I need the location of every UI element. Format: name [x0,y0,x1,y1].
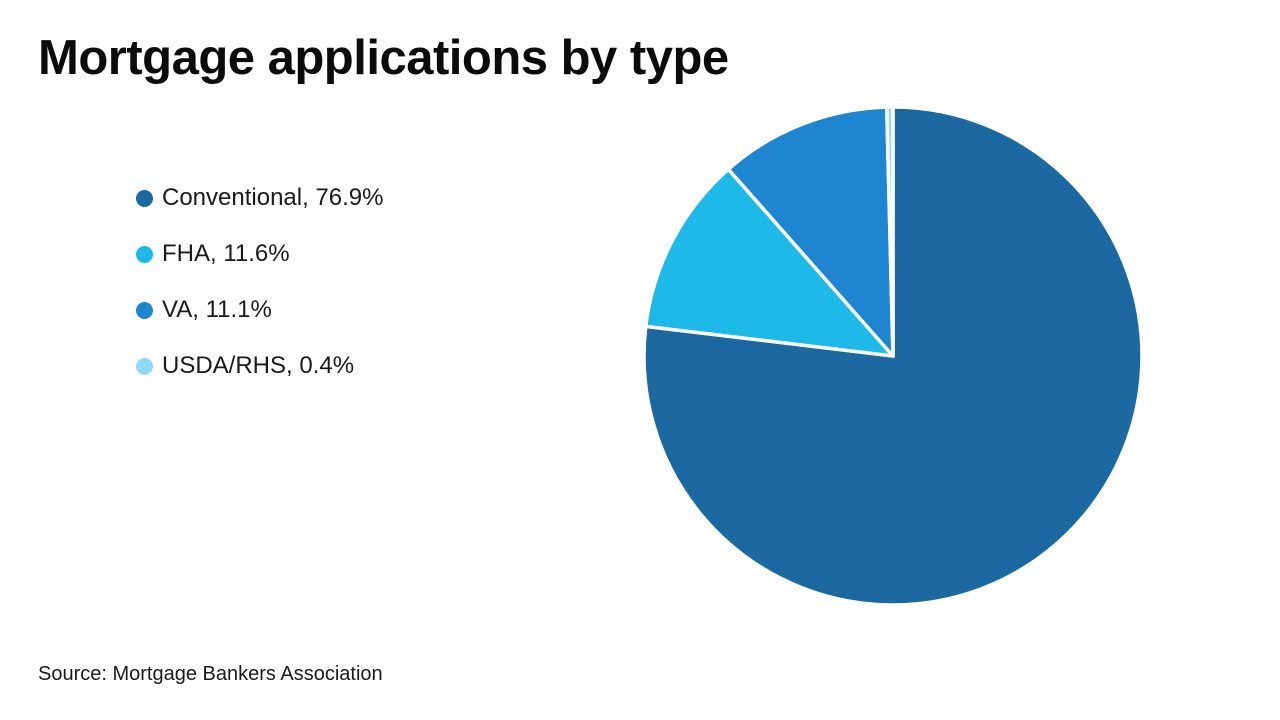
legend: Conventional, 76.9% FHA, 11.6% VA, 11.1%… [136,184,384,409]
legend-label-fha: FHA, 11.6% [162,240,290,267]
legend-swatch-fha-icon [136,245,153,263]
legend-item-conventional: Conventional, 76.9% [136,184,384,211]
legend-swatch-conventional-icon [136,189,153,207]
pie-slice-fha [644,167,895,358]
legend-label-va: VA, 11.1% [162,296,272,323]
chart-title: Mortgage applications by type [38,31,729,85]
legend-item-fha: FHA, 11.6% [136,240,383,267]
legend-label-usda-rhs: USDA/RHS, 0.4% [162,352,355,379]
pie-slice-va [726,105,895,358]
legend-label-conventional: Conventional, 76.9% [162,184,384,211]
legend-item-usda-rhs: USDA/RHS, 0.4% [136,352,383,379]
legend-item-va: VA, 11.1% [136,296,383,323]
legend-swatch-usda-rhs-icon [136,357,153,375]
pie-slice-usda-rhs [884,105,895,358]
source-attribution: Source: Mortgage Bankers Association [38,663,383,685]
legend-swatch-va-icon [136,301,153,319]
